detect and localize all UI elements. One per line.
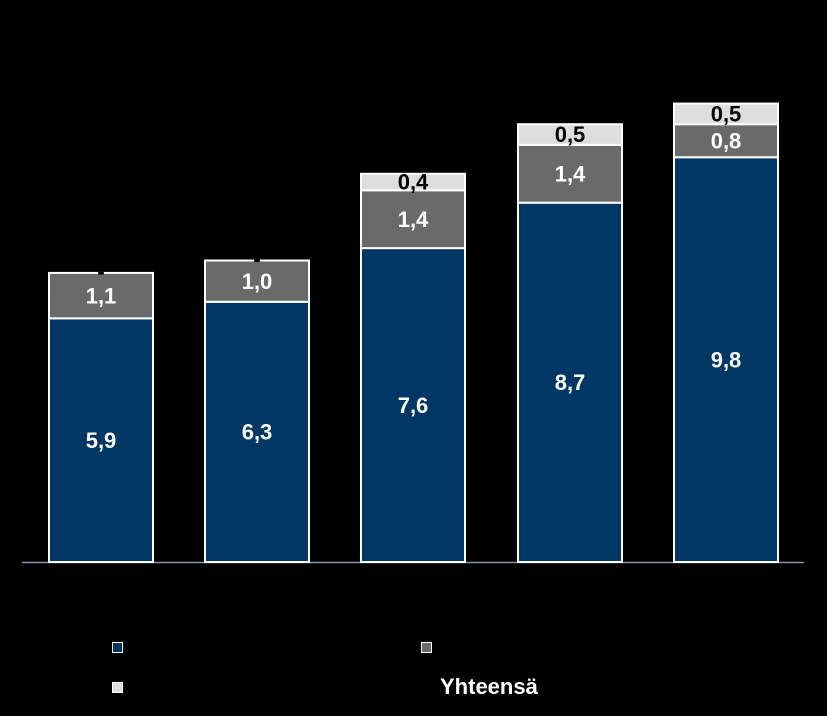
bar-segment-series-3-bar-5: [673, 102, 779, 126]
bar-segment-series-1-bar-5: [673, 156, 779, 563]
data-label-series-3-bar-1: -: [97, 259, 104, 284]
data-label-series-1-bar-3: 7,6: [398, 393, 429, 418]
bar-segment-series-2-bar-4: [517, 143, 623, 204]
bar-segment-series-1-bar-1: [48, 317, 154, 563]
bar-segment-series-3-bar-4: [517, 123, 623, 146]
data-label-series-1-bar-5: 9,8: [711, 347, 742, 372]
bar-segment-series-2-bar-2: [204, 259, 310, 303]
data-label-series-2-bar-4: 1,4: [555, 161, 586, 186]
bar-segment-series-1-bar-2: [204, 300, 310, 563]
bar-segment-series-2-bar-3: [360, 189, 466, 250]
data-label-series-2-bar-1: 1,1: [86, 283, 117, 308]
bar-segment-series-1-bar-4: [517, 201, 623, 563]
data-label-series-3-bar-2: -: [253, 247, 260, 272]
bar-segment-series-2-bar-5: [673, 123, 779, 159]
data-label-series-3-bar-5: 0,5: [711, 102, 742, 127]
data-label-series-3-bar-3: 0,4: [398, 170, 429, 195]
data-label-series-2-bar-3: 1,4: [398, 207, 429, 232]
bar-segment-series-2-bar-1: [48, 271, 154, 320]
data-label-series-1-bar-1: 5,9: [86, 428, 117, 453]
bar-segment-series-3-bar-3: [360, 172, 466, 192]
data-label-series-2-bar-2: 1,0: [242, 269, 273, 294]
data-label-series-2-bar-5: 0,8: [711, 128, 742, 153]
data-label-series-3-bar-4: 0,5: [555, 122, 586, 147]
data-label-series-1-bar-4: 8,7: [555, 370, 586, 395]
data-label-series-1-bar-2: 6,3: [242, 420, 273, 445]
